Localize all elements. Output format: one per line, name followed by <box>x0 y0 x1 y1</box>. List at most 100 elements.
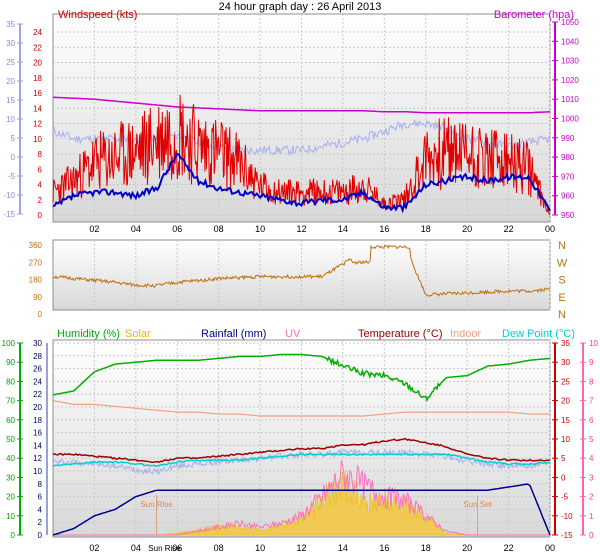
temperature-tick-15: -15 <box>561 531 573 540</box>
barometer-tick-970: 970 <box>561 172 575 181</box>
humidity-tick-60: 60 <box>6 416 15 425</box>
series-windspeed <box>52 94 551 216</box>
uv-tick-10: 10 <box>589 339 598 348</box>
humidity-tick-50: 50 <box>6 435 15 444</box>
wind-left-tick-6: 6 <box>38 165 43 174</box>
rain-tick-0: 0 <box>38 531 43 540</box>
direction-compass-0: N <box>558 240 566 252</box>
wind-outer-tick-10: 10 <box>6 115 15 124</box>
wind-time-label-10: 10 <box>255 224 265 234</box>
humidity-tick-40: 40 <box>6 454 15 463</box>
rain-tick-26: 26 <box>33 365 42 374</box>
temperature-tick-0: 0 <box>561 473 566 482</box>
uv-tick-5: 5 <box>589 435 594 444</box>
barometer-tick-1010: 1010 <box>561 95 579 104</box>
temperature-tick-20: 20 <box>561 397 570 406</box>
temperature-tick-30: 30 <box>561 358 570 367</box>
direction-left-tick-360: 360 <box>29 241 43 250</box>
wind-time-label-06: 06 <box>172 224 182 234</box>
humidity-tick-10: 10 <box>6 512 15 521</box>
legend-uv: UV <box>285 328 301 340</box>
weather-time-label-16: 16 <box>379 543 389 553</box>
direction-compass-1: W <box>557 257 568 269</box>
rain-tick-2: 2 <box>38 518 43 527</box>
direction-left-tick-0: 0 <box>38 310 43 319</box>
legend-solar: Solar <box>125 328 151 340</box>
wind-outer-tick-35: 35 <box>6 20 15 29</box>
direction-left-tick-90: 90 <box>33 293 42 302</box>
barometer-tick-1040: 1040 <box>561 37 579 46</box>
series-temperature-low-band <box>52 447 551 476</box>
rain-tick-8: 8 <box>38 480 43 489</box>
barometer-tick-1050: 1050 <box>561 18 579 27</box>
wind-time-label-02: 02 <box>89 224 99 234</box>
series-uv <box>53 460 550 536</box>
rain-tick-20: 20 <box>33 403 42 412</box>
wind-left-tick-16: 16 <box>33 89 42 98</box>
series-barometer <box>52 96 551 114</box>
temperature-tick-35: 35 <box>561 339 570 348</box>
humidity-tick-0: 0 <box>11 531 16 540</box>
wind-time-label-20: 20 <box>462 224 472 234</box>
wind-left-tick-14: 14 <box>33 104 42 113</box>
uv-tick-6: 6 <box>589 416 594 425</box>
wind-left-tick-20: 20 <box>33 59 42 68</box>
humidity-tick-90: 90 <box>6 358 15 367</box>
wind-outer-tick-30: 30 <box>6 39 15 48</box>
barometer-tick-990: 990 <box>561 134 575 143</box>
barometer-tick-1030: 1030 <box>561 57 579 66</box>
humidity-tick-70: 70 <box>6 397 15 406</box>
weather-time-label-06: 06 <box>172 543 182 553</box>
legend-indoor: Indoor <box>450 328 482 340</box>
weather-time-label-18: 18 <box>421 543 431 553</box>
weather-time-label-02: 02 <box>89 543 99 553</box>
rain-tick-12: 12 <box>33 454 42 463</box>
humidity-tick-30: 30 <box>6 473 15 482</box>
temperature-tick-5: -5 <box>561 493 569 502</box>
wind-left-tick-24: 24 <box>33 28 42 37</box>
direction-left-tick-180: 180 <box>29 276 43 285</box>
legend-humidity: Humidity (%) <box>57 328 120 340</box>
wind-outer-tick-5: 5 <box>11 134 16 143</box>
direction-left-tick-270: 270 <box>29 258 43 267</box>
series-dew-point <box>52 452 551 467</box>
page-title: 24 hour graph day : 26 April 2013 <box>219 1 382 13</box>
sunset-label: Sun Set <box>463 500 492 509</box>
weather-time-label-10: 10 <box>255 543 265 553</box>
weather-time-label-22: 22 <box>504 543 514 553</box>
wind-outer-tick-0: 0 <box>11 153 16 162</box>
weather-time-label-00: 00 <box>545 543 555 553</box>
wind-time-label-04: 04 <box>131 224 141 234</box>
direction-compass-2: S <box>558 275 565 287</box>
uv-tick-0: 0 <box>589 531 594 540</box>
rain-tick-30: 30 <box>33 339 42 348</box>
series-rainfall <box>52 483 551 536</box>
barometer-tick-960: 960 <box>561 192 575 201</box>
wind-left-tick-10: 10 <box>33 135 42 144</box>
series-wind-average <box>52 152 551 214</box>
wind-left-tick-0: 0 <box>38 211 43 220</box>
rain-tick-6: 6 <box>38 493 43 502</box>
wind-time-label-12: 12 <box>296 224 306 234</box>
series-wind-gust-band <box>52 119 551 157</box>
direction-compass-3: E <box>558 292 565 304</box>
humidity-tick-100: 100 <box>2 339 16 348</box>
wind-outer-tick-10: -10 <box>3 191 15 200</box>
temperature-tick-15: 15 <box>561 416 570 425</box>
wind-left-tick-22: 22 <box>33 43 42 52</box>
uv-tick-1: 1 <box>589 512 594 521</box>
wind-time-label-08: 08 <box>214 224 224 234</box>
wind-time-label-14: 14 <box>338 224 348 234</box>
barometer-tick-1020: 1020 <box>561 76 579 85</box>
weather-time-label-04: 04 <box>131 543 141 553</box>
barometer-label: Barometer (hpa) <box>494 9 574 21</box>
rain-tick-24: 24 <box>33 377 42 386</box>
sunrise-axis-label: Sun Rise <box>148 544 181 553</box>
wind-outer-tick-15: 15 <box>6 96 15 105</box>
temperature-tick-10: 10 <box>561 435 570 444</box>
direction-panel <box>52 239 551 311</box>
temperature-tick-5: 5 <box>561 454 566 463</box>
temperature-tick-10: -10 <box>561 512 573 521</box>
windspeed-label: Windspeed (kts) <box>58 9 137 21</box>
